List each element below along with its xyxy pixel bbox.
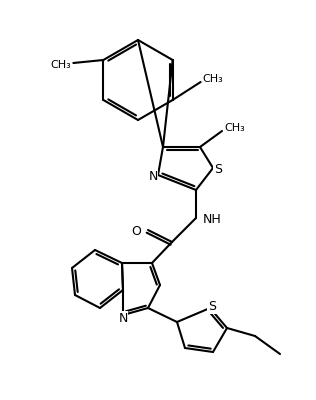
Text: CH₃: CH₃ [203,74,223,84]
Text: CH₃: CH₃ [51,60,71,70]
Text: S: S [214,163,222,176]
Text: NH: NH [203,213,222,226]
Text: CH₃: CH₃ [224,123,245,133]
Text: N: N [118,312,128,325]
Text: N: N [148,170,158,183]
Text: S: S [208,300,216,313]
Text: O: O [131,225,141,238]
